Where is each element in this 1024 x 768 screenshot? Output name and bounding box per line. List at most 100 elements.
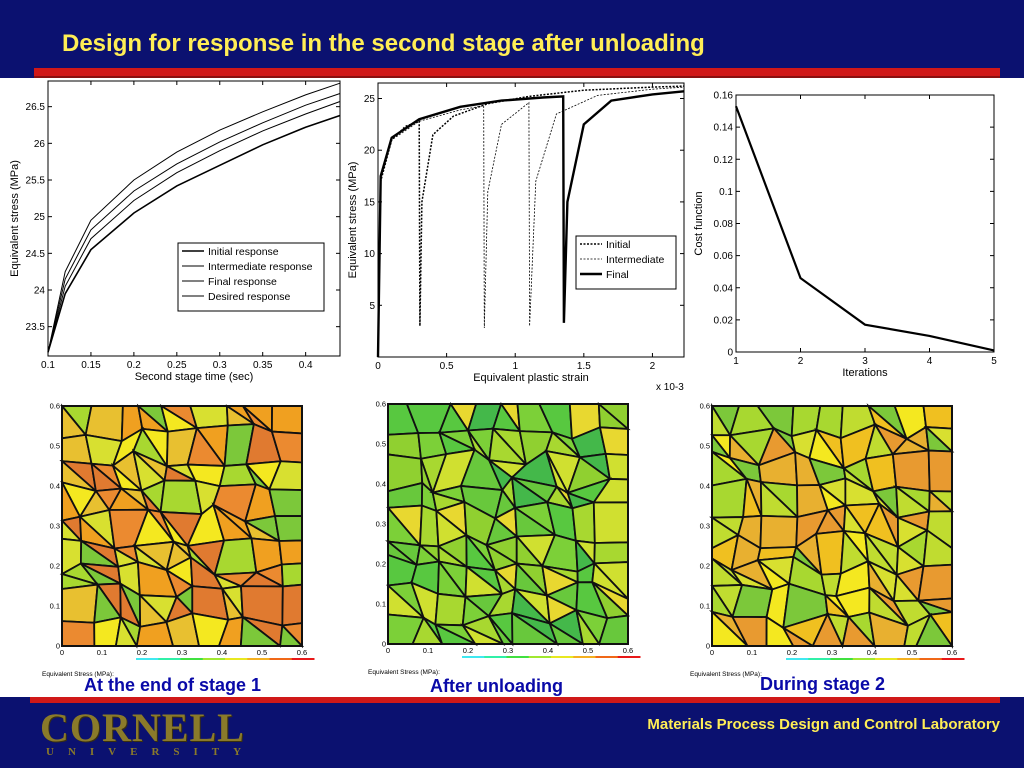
grain (270, 405, 303, 435)
colorbar-segment (551, 656, 574, 658)
chart-stress-vs-time: 0.1 0.15 0.2 0.25 0.3 0.35 0.4 23.5 24 24.5 25 25.5… (9, 80, 341, 383)
y-tick-label: 0.12 (714, 155, 734, 166)
grain (278, 539, 303, 566)
map-x-tick-label: 0 (710, 648, 714, 657)
colorbar-segment (897, 658, 920, 660)
map-y-tick-label: 0.1 (50, 602, 60, 611)
x-axis-label: Equivalent plastic strain (473, 372, 589, 384)
footer-lab-name: Materials Process Design and Control Lab… (647, 716, 1000, 733)
colorbar-segment (269, 658, 293, 660)
y-axis-label: Cost function (693, 191, 705, 255)
map-x-tick-label: 0.3 (503, 646, 513, 655)
map-x-tick-label: 0.6 (947, 648, 957, 657)
grain (927, 449, 953, 493)
x-tick-label: 0.35 (253, 360, 273, 371)
map-y-tick-label: 0.3 (700, 522, 710, 531)
series-line-2 (377, 86, 685, 358)
grain (592, 501, 629, 544)
grain (598, 426, 629, 456)
caption-stage2: During stage 2 (760, 674, 886, 694)
map-y-tick-label: 0.5 (700, 442, 710, 451)
map-y-tick-label: 0.2 (700, 562, 710, 571)
grain (604, 452, 629, 481)
header-band (0, 0, 1024, 78)
y-tick-label: 20 (364, 146, 376, 157)
colorbar-segment (573, 656, 596, 658)
y-tick-label: 0.04 (714, 283, 734, 294)
map-x-tick-label: 0.1 (97, 648, 107, 657)
grain (571, 501, 596, 545)
x-tick-label: 0.25 (167, 360, 187, 371)
series-line-2 (47, 93, 341, 353)
map-x-tick-label: 0.1 (747, 648, 757, 657)
x-tick-label: 2 (650, 361, 656, 372)
series-line-1 (734, 105, 995, 352)
x-tick-label: 0.2 (127, 360, 141, 371)
map-y-tick-label: 0.4 (376, 480, 386, 489)
y-tick-label: 10 (364, 249, 376, 260)
grain (273, 515, 303, 542)
map-y-tick-label: 0.6 (50, 402, 60, 411)
colorbar-segment (136, 658, 159, 660)
colorbar-label-2: Equivalent Stress (MPa): (368, 669, 440, 676)
y-tick-label: 24.5 (26, 249, 46, 260)
y-tick-label: 0.08 (714, 219, 734, 230)
x-tick-label: 3 (862, 356, 868, 367)
map-x-tick-label: 0.5 (907, 648, 917, 657)
grain (434, 592, 467, 627)
grain (917, 563, 953, 602)
y-tick-label: 26.5 (26, 102, 46, 113)
caption-stage1: At the end of stage 1 (84, 675, 262, 695)
chart-cost-function: 1 2 3 4 5 0 0.02 0.04 0.06 0.08 0.1 0.12 0.14 0.16 Ite… (693, 91, 997, 380)
y-tick-label: 5 (369, 301, 375, 312)
grain (593, 541, 629, 565)
colorbar-segment (808, 658, 831, 660)
colorbar-segment (786, 658, 809, 660)
y-tick-label: 26 (34, 139, 46, 150)
map-x-tick-label: 0.6 (297, 648, 307, 657)
legend-label: Intermediate (606, 254, 665, 266)
series-line-3 (376, 90, 685, 358)
colorbar-segment (247, 658, 270, 660)
cornell-logo-subtitle: UNIVERSITY (46, 746, 256, 758)
x-tick-label: 0.15 (81, 360, 101, 371)
map-border (387, 403, 629, 645)
map-y-tick-label: 0 (56, 642, 60, 651)
footer-divider (30, 697, 1000, 703)
map-x-tick-label: 0.2 (463, 646, 473, 655)
grain (280, 562, 303, 588)
map-y-tick-label: 0.3 (50, 522, 60, 531)
map-x-tick-label: 0.5 (257, 648, 267, 657)
map-y-tick-label: 0.4 (700, 482, 710, 491)
legend-label: Initial response (208, 246, 279, 258)
colorbar-segment (941, 658, 965, 660)
x-tick-label: 1 (512, 361, 518, 372)
colorbar-segment (595, 656, 619, 658)
y-tick-label: 25 (34, 212, 46, 223)
map-y-tick-label: 0.1 (700, 602, 710, 611)
map-x-tick-label: 0.4 (867, 648, 877, 657)
x-tick-label: 1 (733, 356, 739, 367)
map-y-tick-label: 0.3 (376, 520, 386, 529)
x-tick-label: 0.5 (440, 361, 454, 372)
colorbar-label-3: Equivalent Stress (MPa): (690, 671, 762, 678)
map-x-tick-label: 0.1 (423, 646, 433, 655)
legend-box (177, 242, 325, 312)
x-tick-label: 0.3 (213, 360, 227, 371)
colorbar-segment (506, 656, 530, 658)
y-tick-label: 23.5 (26, 322, 46, 333)
grain (759, 514, 799, 550)
map-x-tick-label: 0.3 (177, 648, 187, 657)
legend-label: Intermediate response (208, 261, 313, 273)
y-tick-label: 25 (364, 94, 376, 105)
map-y-tick-label: 0.6 (700, 402, 710, 411)
map-border (61, 405, 303, 647)
grain (268, 488, 303, 517)
x-axis-label: Second stage time (sec) (135, 371, 254, 383)
x-tick-label: 0.4 (299, 360, 313, 371)
colorbar-segment (830, 658, 854, 660)
slide-title: Design for response in the second stage … (62, 30, 705, 57)
grain (61, 583, 99, 624)
grain (61, 620, 96, 647)
